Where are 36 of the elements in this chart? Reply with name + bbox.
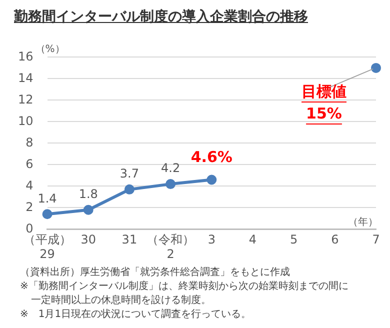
text: ※「勤務間インターバル制度」は、終業時刻から次の始業時刻までの間に一定時間以上の休息時間を設ける制度。 <box>20 280 349 308</box>
point <box>206 174 217 185</box>
data-label: 4.2 <box>160 161 180 176</box>
x-tick-label: 5 <box>290 232 298 247</box>
text: （資料出所）厚生労働省「就労条件総合調査」をもとに作成 <box>20 266 291 280</box>
data-label: 1.4 <box>38 191 57 206</box>
y-tick-label: 4 <box>26 178 34 192</box>
y-axis-title: （%） <box>35 44 65 55</box>
x-tick-label: （令和） 2 <box>146 232 195 261</box>
point <box>42 209 52 220</box>
y-tick-label: 6 <box>26 156 34 171</box>
y-tick-label: 14 <box>18 70 34 85</box>
x-axis-title: （年） <box>348 216 378 228</box>
x-tick-label: 7 <box>372 232 380 247</box>
y-tick-label: 16 <box>18 49 34 64</box>
y-tick-label: 10 <box>18 114 34 128</box>
x-tick-label: 3 <box>208 232 216 247</box>
x-tick-label: 30 <box>80 232 96 247</box>
chart-title: 勤務間インターバル制度の導入企業割合の推移 <box>14 8 308 26</box>
x-tick-label: 6 <box>331 232 339 247</box>
x-tick-label: （平成） 29 <box>23 232 72 261</box>
y-tick-label: 12 <box>18 92 34 106</box>
x-tick-label: 4 <box>248 232 257 247</box>
point <box>166 179 176 190</box>
annotation: 4.6% <box>190 148 232 166</box>
y-tick-label: 8 <box>26 135 34 150</box>
point <box>371 62 381 73</box>
x-tick-label: 31 <box>122 232 138 247</box>
point <box>83 204 94 215</box>
data-label: 1.8 <box>78 186 98 201</box>
point <box>124 184 134 194</box>
y-tick-label: 0 <box>26 221 34 236</box>
y-tick-label: 2 <box>26 200 34 214</box>
annotation: 目標値 15% <box>302 82 346 122</box>
text: ※ 1月1日現在の状況について調査を行っている。 <box>20 308 252 322</box>
data-label: 3.7 <box>120 166 139 181</box>
